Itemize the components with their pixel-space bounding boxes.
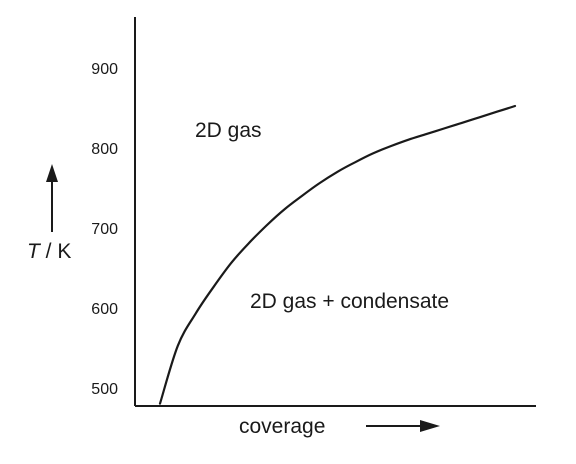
phase-boundary-curve	[158, 104, 517, 405]
x-axis-label: coverage	[239, 415, 325, 438]
y-tick-label: 600	[91, 301, 118, 318]
x-axis-arrow-head-icon	[420, 420, 440, 432]
y-tick-label: 500	[91, 381, 118, 398]
y-tick-label: 800	[91, 141, 118, 158]
y-axis-label-group: T / K	[27, 164, 71, 263]
y-axis-label-symbol: T	[27, 240, 42, 263]
y-axis-label: T / K	[27, 240, 71, 263]
y-tick-label: 700	[91, 221, 118, 238]
x-axis-label-group: coverage	[239, 415, 440, 438]
y-axis-arrow-head-icon	[46, 164, 58, 182]
region-label-gas-condensate: 2D gas + condensate	[250, 290, 449, 313]
y-axis-label-unit: / K	[40, 240, 72, 263]
y-tick-labels: 500 600 700 800 900	[91, 61, 118, 398]
y-tick-label: 900	[91, 61, 118, 78]
region-label-gas: 2D gas	[195, 119, 262, 142]
